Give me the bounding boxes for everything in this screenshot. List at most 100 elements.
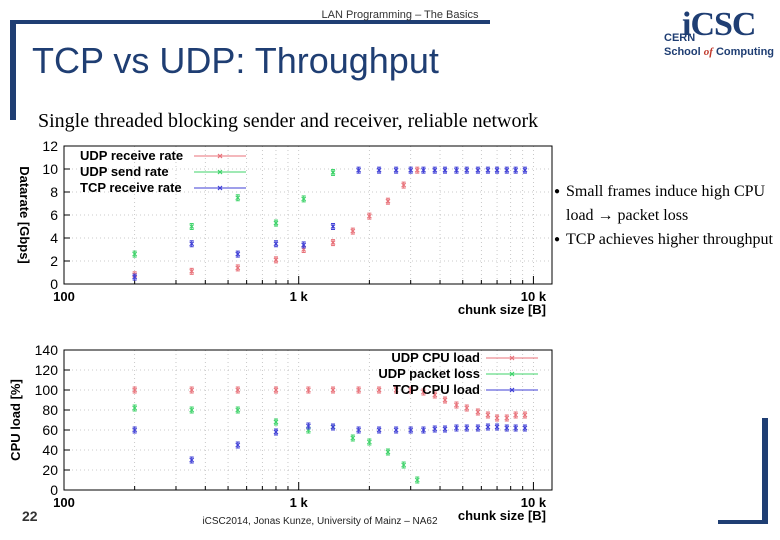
- x-tick-label: 10 k: [521, 495, 547, 510]
- data-point: [189, 241, 195, 247]
- bullet-list: Small frames induce high CPU load → pack…: [554, 180, 778, 252]
- y-tick-label: 140: [35, 342, 59, 358]
- data-point: [485, 424, 491, 430]
- legend-marker: [509, 371, 515, 377]
- data-point: [442, 397, 448, 403]
- legend-marker: [217, 153, 223, 159]
- y-tick-label: 2: [50, 253, 58, 269]
- data-point: [504, 167, 510, 173]
- data-point: [401, 462, 407, 468]
- frame-bottom-bar: [718, 520, 768, 524]
- data-point: [132, 387, 138, 393]
- bullet-item: Small frames induce high CPU load → pack…: [554, 180, 778, 228]
- data-point: [350, 435, 356, 441]
- frame-right-bar: [762, 418, 768, 524]
- logo-line-cern: CERN: [664, 32, 696, 44]
- y-tick-label: 40: [42, 442, 58, 458]
- y-tick-label: 10: [42, 161, 58, 177]
- x-axis-label: chunk size [B]: [458, 508, 546, 523]
- x-axis-label: chunk size [B]: [458, 302, 546, 317]
- data-point: [273, 241, 279, 247]
- data-point: [454, 402, 459, 408]
- data-point: [132, 405, 138, 411]
- data-point: [522, 167, 528, 173]
- plot-frame: [63, 349, 553, 491]
- y-tick-label: 8: [50, 184, 58, 200]
- logo-brand: iCSC: [682, 6, 756, 43]
- y-tick-label: 6: [50, 207, 58, 223]
- slide-header: LAN Programming – The Basics: [321, 9, 479, 21]
- data-point: [189, 387, 195, 393]
- slide-title: TCP vs UDP: Throughput: [32, 40, 439, 81]
- data-point: [494, 167, 500, 173]
- data-point: [408, 387, 414, 393]
- y-tick-label: 12: [42, 138, 58, 154]
- data-point: [189, 224, 195, 229]
- data-point: [235, 387, 241, 393]
- data-point: [235, 195, 241, 201]
- plot-frame: [63, 145, 553, 285]
- page-number: 22: [22, 508, 38, 524]
- legend-label: TCP receive rate: [80, 180, 182, 195]
- data-point: [330, 424, 336, 430]
- data-point: [305, 423, 311, 429]
- data-point: [189, 268, 195, 274]
- data-point: [235, 407, 241, 413]
- data-point: [475, 409, 481, 415]
- y-tick-label: 80: [42, 402, 58, 418]
- y-tick-label: 0: [50, 482, 58, 498]
- legend-label: UDP packet loss: [378, 366, 480, 381]
- data-point: [442, 167, 448, 173]
- data-point: [273, 220, 279, 226]
- data-point: [385, 198, 391, 204]
- data-point: [350, 228, 356, 234]
- data-point: [442, 426, 448, 432]
- y-tick-label: 4: [50, 230, 58, 246]
- data-point: [132, 427, 138, 433]
- x-tick-label: 100: [53, 495, 75, 510]
- y-axis-label: Datarate [Gbps]: [17, 166, 32, 264]
- y-tick-label: 20: [42, 462, 58, 478]
- data-point: [330, 170, 336, 175]
- data-point: [356, 387, 362, 393]
- data-point: [132, 251, 138, 257]
- data-point: [385, 449, 391, 455]
- data-point: [305, 387, 311, 393]
- data-point: [464, 167, 470, 173]
- data-point: [432, 426, 438, 432]
- data-point: [432, 392, 438, 398]
- legend-label: UDP CPU load: [391, 350, 480, 365]
- legend-label: TCP CPU load: [393, 382, 480, 397]
- data-point: [513, 412, 519, 418]
- legend-marker: [217, 185, 223, 191]
- data-point: [132, 274, 138, 280]
- data-point: [454, 167, 459, 173]
- slide-footer: iCSC2014, Jonas Kunze, University of Mai…: [202, 516, 438, 527]
- data-point: [454, 425, 459, 431]
- x-tick-label: 1 k: [290, 289, 309, 304]
- data-point: [235, 265, 241, 271]
- data-point: [235, 442, 241, 448]
- data-point: [301, 242, 307, 248]
- data-point: [273, 257, 279, 263]
- data-point: [330, 240, 336, 246]
- data-point: [513, 167, 519, 173]
- data-point: [485, 412, 491, 418]
- data-point: [475, 167, 481, 173]
- data-point: [464, 425, 470, 431]
- data-point: [330, 224, 336, 229]
- legend-marker: [509, 387, 515, 393]
- data-point: [401, 182, 407, 188]
- data-point: [408, 427, 414, 433]
- data-point: [393, 387, 399, 393]
- frame-left-bar: [10, 20, 16, 120]
- x-tick-label: 10 k: [521, 289, 547, 304]
- data-point: [522, 425, 528, 431]
- legend-label: UDP send rate: [80, 164, 169, 179]
- data-point: [273, 429, 279, 435]
- data-point: [494, 415, 500, 421]
- data-point: [504, 415, 510, 421]
- data-point: [494, 424, 500, 430]
- data-point: [393, 427, 399, 433]
- frame-top-bar: [10, 20, 490, 24]
